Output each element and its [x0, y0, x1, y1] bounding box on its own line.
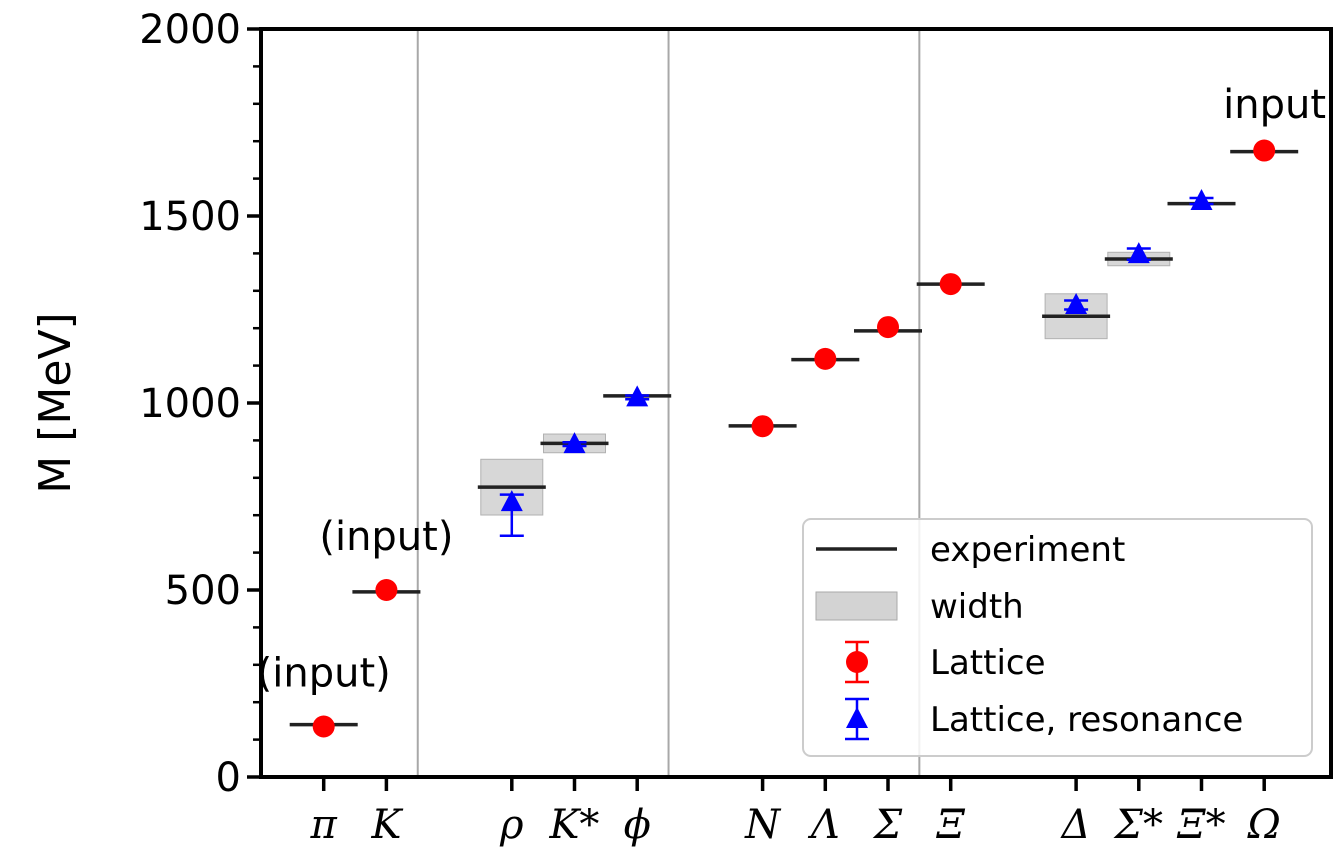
annotation-1: (input) — [257, 650, 391, 696]
lattice-point-k — [375, 579, 398, 601]
x-tick-label-cea3: Σ — [872, 802, 903, 848]
lattice-point-cf80 — [312, 715, 335, 738]
lattice-point-ce9b — [814, 347, 837, 370]
x-tick-label-ce9e*: Ξ* — [1176, 802, 1225, 848]
resonance-point-ce94 — [1065, 293, 1088, 315]
resonance-point-k* — [563, 432, 586, 454]
annotation-2: (input) — [319, 514, 453, 560]
y-axis-label: M [MeV] — [30, 312, 81, 493]
x-tick-label-ce9b: Λ — [807, 802, 840, 848]
annotations: (input) (input) input — [257, 82, 1326, 696]
resonance-point-cf95 — [626, 385, 649, 407]
annotation-3: input — [1223, 82, 1326, 128]
resonance-point-ce9e* — [1190, 189, 1213, 211]
x-tick-label-ce9e: Ξ — [936, 802, 966, 848]
legend-resonance-marker — [846, 707, 868, 728]
x-tick-label-cf80: π — [310, 802, 338, 848]
axes — [247, 27, 1333, 791]
lattice-point-n — [751, 415, 774, 438]
y-tick-label: 0 — [216, 755, 241, 801]
x-tick-label-cea3*: Σ* — [1113, 802, 1163, 848]
y-tick-label: 2000 — [139, 7, 241, 53]
x-tick-label-cf95: ϕ — [624, 802, 651, 848]
y-tick-label: 1500 — [139, 194, 241, 240]
y-tick-label: 500 — [165, 568, 241, 614]
lattice-point-cea3 — [877, 316, 899, 339]
resonance-point-cf81 — [500, 490, 523, 512]
x-tick-label-cea9: Ω — [1247, 802, 1281, 848]
y-tick-label: 1000 — [139, 381, 241, 427]
x-tick-label-ce94: Δ — [1060, 802, 1091, 848]
legend-entry-label: width — [930, 587, 1024, 627]
legend-box — [802, 518, 1313, 757]
lattice-point-cea9 — [1253, 139, 1276, 162]
legend-width-swatch — [815, 591, 898, 621]
legend-entry-label: Lattice — [930, 643, 1046, 683]
resonance-point-cea3* — [1127, 242, 1150, 264]
legend: experiment width Lattice Lattice, resonance — [802, 518, 1313, 757]
legend-entry-label: experiment — [930, 530, 1125, 570]
legend-entry-label: Lattice, resonance — [930, 700, 1243, 740]
lattice-point-ce9e — [939, 273, 962, 296]
x-tick-label-k: K — [370, 802, 403, 848]
x-tick-label-n: N — [744, 802, 782, 848]
lattice-markers — [312, 139, 1276, 738]
x-tick-label-k*: K* — [549, 802, 600, 848]
x-tick-label-cf81: ρ — [499, 802, 524, 848]
legend-lattice-marker — [846, 651, 868, 673]
